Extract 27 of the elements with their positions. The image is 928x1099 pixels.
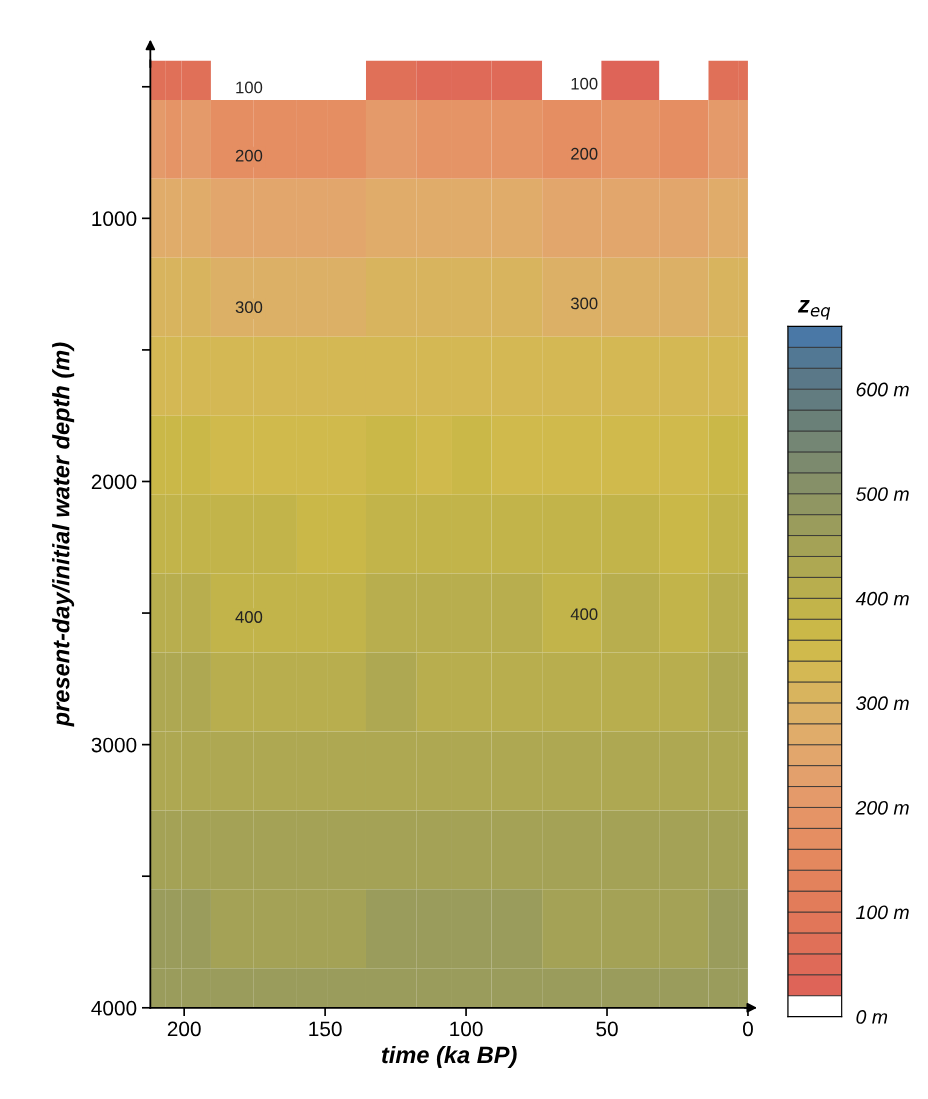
color-bar-label: 300 m [856, 696, 909, 711]
annotation: 200 [571, 147, 598, 160]
color-bar-label: 0 m [856, 1010, 888, 1024]
color-bar-title: z$_{eq}$ [797, 300, 831, 320]
annotation: 300 [235, 301, 263, 314]
color-bar-label: 600 m [856, 382, 909, 397]
x-tick-label: 200 [167, 1021, 201, 1037]
y-tick-label: 3000 [91, 737, 137, 753]
y-tick-label: 1000 [92, 211, 137, 227]
color-bar-label: 100 m [856, 905, 909, 920]
annotation: 200 [235, 149, 263, 162]
x-tick-label: 50 [596, 1021, 618, 1037]
y-axis-title: present-day/initial water depth (m) [52, 342, 75, 727]
annotation: 100 [571, 77, 598, 90]
annotation: 300 [570, 297, 598, 310]
x-tick-label: 0 [742, 1021, 753, 1037]
color-bar-label: 200 m [855, 800, 909, 815]
x-axis-title: time (ka BP) [381, 1045, 517, 1068]
annotation: 100 [236, 81, 263, 94]
x-tick-label: 100 [450, 1021, 483, 1037]
annotation: 400 [235, 611, 263, 623]
color-bar-label: 400 m [855, 591, 909, 606]
x-tick-label: 150 [309, 1021, 342, 1037]
annotation: 400 [570, 608, 598, 621]
y-tick-label: 4000 [91, 1000, 137, 1016]
y-tick-label: 2000 [91, 474, 137, 490]
color-bar-label: 500 m [856, 487, 909, 501]
